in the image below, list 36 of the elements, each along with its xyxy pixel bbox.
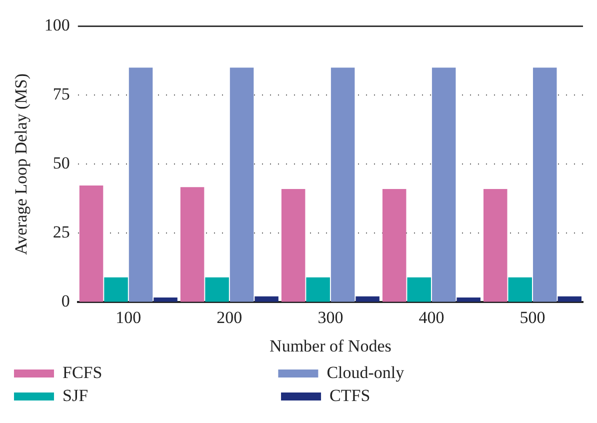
- bar: [205, 277, 229, 302]
- bar: [281, 189, 306, 302]
- x-axis-title: Number of Nodes: [270, 336, 392, 356]
- bar: [254, 296, 278, 302]
- bar: [532, 68, 557, 302]
- y-tick-label: 100: [44, 16, 70, 35]
- bar: [432, 68, 456, 302]
- bar: [104, 277, 128, 302]
- bar: [407, 277, 431, 302]
- bar: [330, 68, 355, 302]
- x-tick-label: 300: [318, 308, 344, 327]
- legend-label: Cloud-only: [326, 362, 472, 382]
- bar: [456, 298, 480, 302]
- y-tick-label: 75: [52, 84, 70, 104]
- bar: [180, 187, 204, 302]
- x-tick-label: 400: [418, 308, 444, 327]
- bar: [508, 277, 532, 302]
- bar: [558, 296, 582, 302]
- bar: [154, 298, 178, 302]
- y-tick-label: 0: [61, 292, 70, 311]
- y-tick-label: 25: [52, 222, 70, 242]
- bar: [79, 185, 104, 302]
- bar: [128, 68, 153, 302]
- y-tick-label: 50: [52, 154, 70, 173]
- x-tick-label: 100: [116, 308, 142, 327]
- x-tick-label: 500: [520, 308, 546, 327]
- bar: [306, 277, 330, 302]
- bar: [230, 68, 254, 302]
- x-tick-label: 200: [216, 308, 242, 327]
- bar: [356, 296, 380, 302]
- legend-label: SJF: [62, 386, 276, 405]
- legend-label: CTFS: [330, 386, 540, 405]
- bar: [483, 189, 508, 302]
- y-axis-title: Average Loop Delay (MS): [12, 73, 31, 255]
- bar: [382, 189, 406, 302]
- legend-label: FCFS: [62, 362, 272, 382]
